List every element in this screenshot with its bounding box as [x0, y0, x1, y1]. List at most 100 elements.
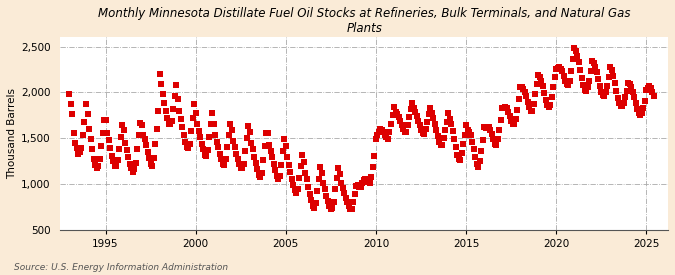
Point: [458, 142, 468, 146]
Point: [611, 88, 622, 93]
Point: [303, 185, 314, 189]
Point: [106, 153, 117, 158]
Point: [190, 110, 201, 115]
Point: [626, 85, 637, 89]
Point: [99, 118, 109, 122]
Point: [416, 128, 427, 132]
Point: [323, 199, 333, 204]
Point: [399, 130, 410, 134]
Point: [643, 86, 653, 90]
Point: [373, 130, 384, 134]
Point: [138, 132, 148, 137]
Point: [250, 161, 261, 165]
Point: [536, 78, 547, 83]
Point: [360, 177, 371, 182]
Point: [576, 76, 587, 80]
Point: [628, 89, 639, 94]
Point: [558, 74, 569, 78]
Point: [562, 82, 572, 86]
Point: [169, 94, 180, 98]
Point: [267, 155, 277, 160]
Point: [127, 170, 138, 174]
Point: [117, 123, 128, 128]
Point: [213, 145, 223, 150]
Point: [253, 173, 264, 177]
Point: [542, 103, 553, 108]
Point: [509, 122, 520, 127]
Point: [140, 142, 151, 147]
Point: [102, 131, 113, 135]
Point: [65, 102, 76, 106]
Point: [105, 146, 115, 150]
Point: [412, 119, 423, 123]
Point: [86, 147, 97, 152]
Point: [135, 120, 146, 125]
Point: [336, 181, 347, 185]
Point: [504, 114, 515, 119]
Point: [346, 207, 357, 211]
Point: [585, 69, 596, 74]
Point: [605, 65, 616, 69]
Point: [475, 159, 485, 163]
Point: [286, 176, 297, 181]
Point: [566, 69, 576, 74]
Point: [629, 95, 640, 99]
Point: [288, 183, 299, 187]
Point: [519, 89, 530, 94]
Point: [132, 147, 142, 152]
Point: [368, 164, 379, 169]
Point: [196, 142, 207, 146]
Point: [172, 97, 183, 101]
Point: [366, 174, 377, 179]
Point: [404, 115, 414, 119]
Point: [530, 92, 541, 97]
Point: [198, 147, 209, 152]
Point: [385, 121, 396, 126]
Point: [552, 65, 563, 70]
Point: [480, 126, 491, 130]
Point: [464, 130, 475, 134]
Point: [560, 78, 570, 83]
Point: [593, 76, 603, 81]
Point: [392, 112, 402, 117]
Point: [252, 167, 263, 172]
Point: [543, 105, 554, 109]
Point: [425, 106, 435, 110]
Point: [624, 82, 635, 86]
Point: [82, 112, 93, 117]
Point: [618, 100, 629, 105]
Point: [405, 107, 416, 111]
Point: [497, 106, 508, 110]
Point: [186, 129, 196, 133]
Point: [195, 135, 206, 139]
Point: [74, 150, 85, 154]
Point: [94, 157, 105, 161]
Point: [364, 181, 375, 185]
Point: [318, 181, 329, 185]
Point: [124, 162, 135, 166]
Point: [163, 121, 174, 126]
Point: [522, 99, 533, 104]
Point: [402, 123, 413, 128]
Y-axis label: Thousand Barrels: Thousand Barrels: [7, 88, 17, 179]
Point: [308, 204, 319, 208]
Point: [199, 153, 210, 157]
Point: [462, 128, 473, 132]
Point: [583, 85, 593, 89]
Point: [228, 139, 239, 143]
Point: [319, 186, 330, 191]
Point: [255, 174, 266, 179]
Point: [444, 117, 455, 121]
Point: [160, 109, 171, 113]
Point: [242, 136, 252, 141]
Point: [258, 158, 269, 163]
Point: [280, 143, 291, 148]
Point: [70, 141, 81, 145]
Point: [85, 137, 96, 141]
Point: [296, 163, 306, 168]
Point: [79, 120, 90, 124]
Point: [205, 122, 216, 127]
Point: [494, 128, 505, 132]
Point: [90, 163, 101, 167]
Point: [488, 137, 499, 141]
